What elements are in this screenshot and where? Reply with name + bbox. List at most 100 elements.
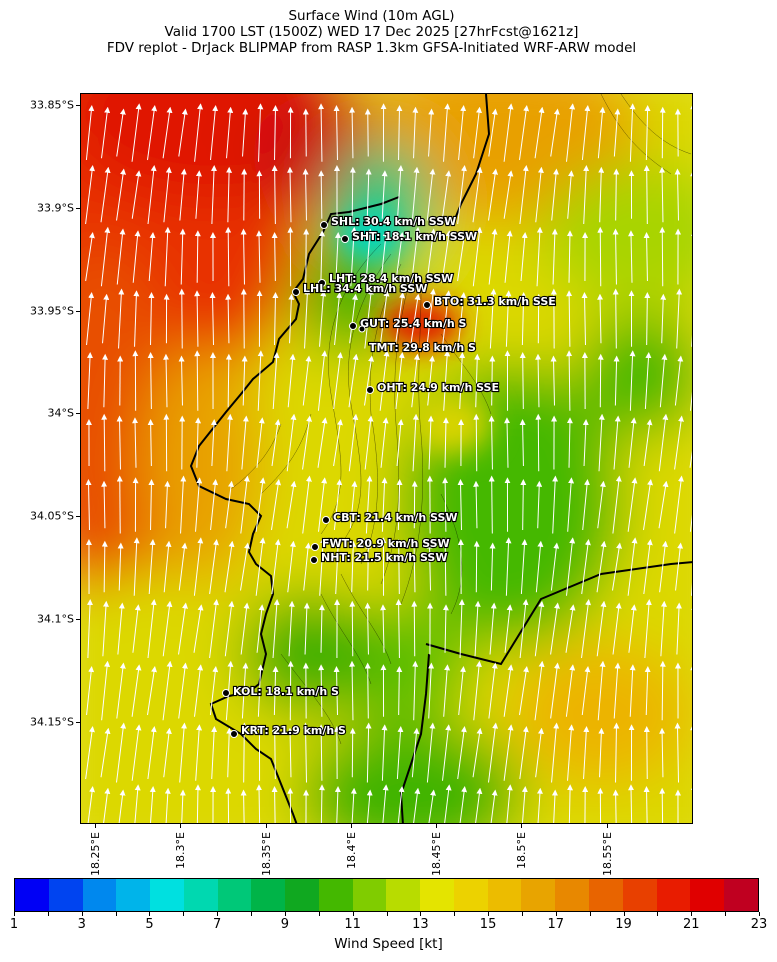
wind-arrow [224, 600, 235, 657]
wind-arrow [473, 106, 482, 159]
wind-arrow [194, 230, 201, 283]
wind-arrow [164, 787, 171, 823]
wind-arrow [163, 727, 172, 778]
wind-arrow [488, 415, 495, 470]
wind-arrow [441, 230, 452, 283]
station-dot-lhl[interactable] [292, 288, 300, 296]
station-label-bto: BTO: 31.3 km/h SSE [434, 295, 556, 308]
station-dot-fwt[interactable] [311, 543, 319, 551]
terrain-contours [230, 94, 692, 745]
wind-arrow [442, 477, 449, 532]
station-label-oht: OHT: 24.9 km/h SSE [377, 381, 499, 394]
wind-arrow [535, 727, 544, 778]
colorbar-segment [622, 879, 657, 911]
wind-arrow [364, 288, 374, 349]
colorbar-tick-label: 15 [479, 917, 497, 932]
wind-arrow [489, 355, 496, 406]
station-dot-shl[interactable] [320, 221, 328, 229]
wind-arrow [582, 479, 590, 531]
station-dot-cbt[interactable] [322, 516, 330, 524]
wind-arrow [349, 106, 356, 159]
wind-arrow [225, 226, 232, 287]
wind-arrow [86, 292, 95, 346]
wind-arrow [131, 103, 142, 162]
station-dot-nht[interactable] [310, 556, 318, 564]
colorbar-segment [555, 879, 590, 911]
wind-arrow [659, 540, 668, 593]
wind-arrow [318, 103, 325, 162]
colorbar-tickmark [352, 912, 354, 916]
station-dot-kol[interactable] [222, 689, 230, 697]
wind-arrow [458, 666, 466, 716]
colorbar-tickmark [284, 912, 286, 916]
wind-arrow [318, 477, 328, 532]
wind-arrow [396, 105, 403, 161]
lat-tick [76, 311, 80, 312]
lon-tick [607, 824, 608, 828]
colorbar-tick-label: 5 [145, 917, 154, 932]
wind-arrow [457, 232, 467, 282]
wind-arrow [567, 784, 574, 823]
wind-arrow [534, 106, 545, 159]
wind-arrow [318, 604, 325, 653]
wind-arrow [566, 230, 573, 283]
station-dot-gut[interactable] [349, 322, 357, 330]
colorbar-tickmark [691, 912, 693, 916]
wind-arrow [255, 537, 266, 596]
wind-arrow [178, 602, 189, 655]
station-label-shl: SHL: 30.4 km/h SSW [331, 215, 456, 228]
wind-arrow [179, 228, 186, 285]
wind-arrow [612, 228, 619, 285]
colorbar-tickmark [488, 912, 490, 916]
colorbar-tick-label: 23 [750, 917, 768, 932]
colorbar-tick-label: 7 [213, 917, 222, 932]
wind-arrow [613, 168, 620, 221]
wind-arrow [241, 415, 249, 470]
wind-arrow [210, 419, 217, 467]
lat-tick [76, 105, 80, 106]
wind-arrow [132, 604, 141, 653]
station-dot-lht[interactable] [318, 279, 326, 287]
wind-arrow [566, 103, 576, 162]
colorbar-tickmark [759, 912, 760, 916]
wind-arrow [473, 660, 482, 721]
colorbar-segment [487, 879, 522, 911]
wind-arrow [613, 108, 621, 157]
wind-arrow [583, 726, 590, 780]
wind-arrow [257, 664, 264, 717]
station-dot-oht[interactable] [366, 386, 374, 394]
wind-arrow [506, 784, 513, 823]
wind-arrow [627, 477, 638, 532]
colorbar-tickmark [555, 912, 557, 916]
wind-arrow [443, 664, 451, 717]
wind-arrow [519, 352, 526, 410]
wind-arrow [256, 604, 265, 653]
wind-arrow [690, 391, 692, 411]
station-dot-krt[interactable] [230, 730, 238, 738]
station-dot-tmt[interactable] [358, 325, 366, 333]
wind-arrow [225, 480, 234, 529]
wind-arrow [457, 292, 467, 346]
wind-arrow [426, 228, 437, 285]
wind-arrow [565, 664, 576, 717]
wind-arrow [209, 599, 220, 659]
wind-arrow [333, 352, 343, 410]
wind-arrow [551, 789, 558, 823]
station-dot-sht[interactable] [341, 235, 349, 243]
wind-arrow [287, 353, 296, 408]
wind-arrow [395, 232, 405, 282]
wind-arrow [410, 293, 421, 344]
wind-arrow [85, 105, 95, 161]
wind-arrow [304, 288, 311, 349]
wind-arrow [643, 479, 654, 531]
wind-arrow [272, 292, 279, 346]
wind-arrow [348, 353, 359, 408]
lat-tick [76, 722, 80, 723]
station-dot-bto[interactable] [423, 301, 431, 309]
wind-arrow [689, 450, 692, 468]
wind-arrow [550, 602, 560, 655]
wind-arrow [520, 232, 528, 282]
wind-map[interactable]: SHL: 30.4 km/h SSW SHT: 18.1 km/h SSW LH… [80, 93, 693, 824]
wind-arrow [520, 479, 527, 531]
wind-arrow [458, 105, 467, 161]
